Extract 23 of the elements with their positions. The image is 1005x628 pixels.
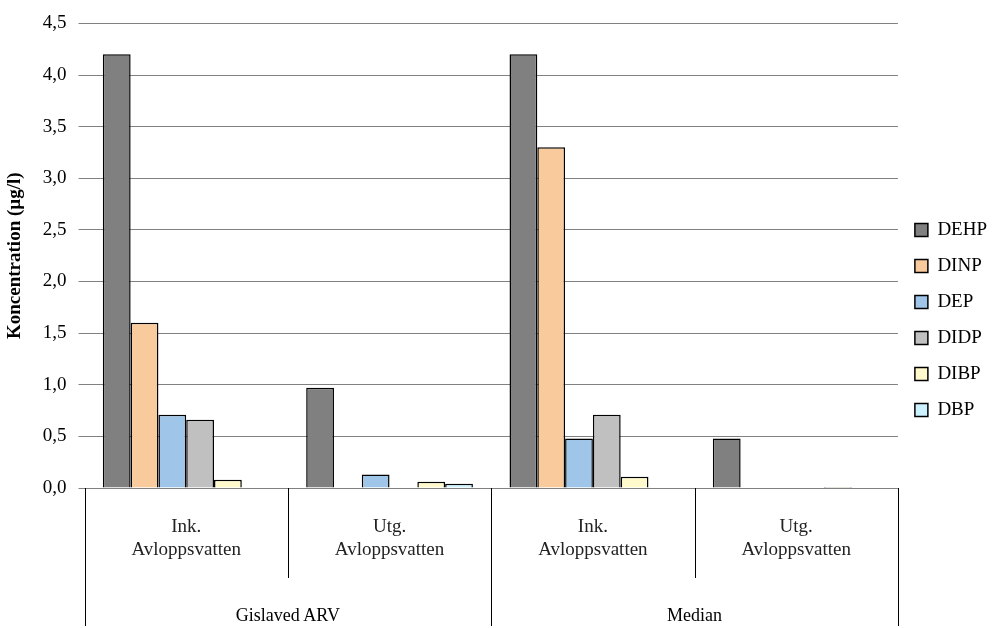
text: Gislaved ARV	[235, 604, 340, 625]
y-tick-label: 0,0	[42, 475, 67, 497]
y-tick-label: 0,5	[42, 424, 67, 446]
y-axis-title: Koncentration (µg/l)	[3, 172, 26, 340]
y-tick-label: 1,0	[42, 372, 67, 394]
y-tick-label: 3,5	[42, 114, 67, 136]
x-tick-label: Ink. Avloppsvatten	[131, 515, 242, 560]
y-tick-label: 2,0	[42, 269, 67, 291]
text: Median	[667, 604, 723, 625]
legend-label: DBP	[937, 397, 975, 419]
y-tick-label: 4,5	[42, 11, 67, 33]
legend-label: DEHP	[937, 217, 988, 239]
x-tick-label: Utg. Avloppsvatten	[334, 515, 445, 560]
legend-label: DEP	[937, 289, 974, 311]
y-tick-label: 2,5	[42, 217, 67, 239]
legend-label: DIDP	[937, 325, 982, 347]
y-tick-label: 4,0	[42, 63, 67, 85]
legend-label: DIBP	[937, 361, 981, 383]
y-tick-label: 3,0	[42, 166, 67, 188]
legend-label: DINP	[937, 253, 982, 275]
y-tick-label: 1,5	[42, 321, 67, 343]
x-tick-label: Utg. Avloppsvatten	[741, 515, 852, 560]
x-tick-label: Ink. Avloppsvatten	[538, 515, 649, 560]
